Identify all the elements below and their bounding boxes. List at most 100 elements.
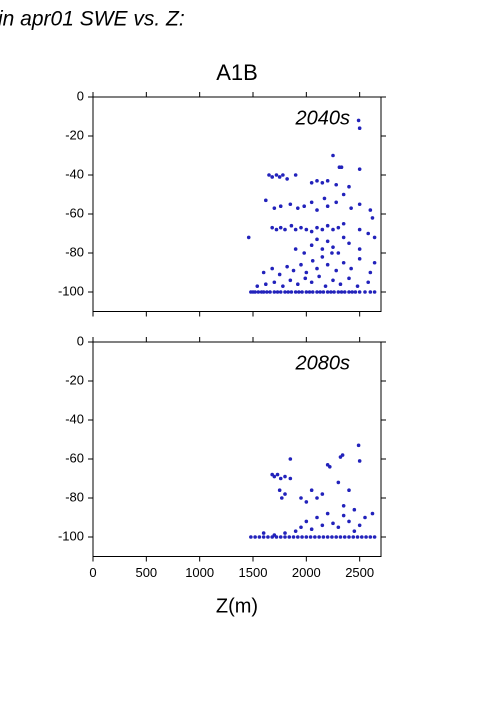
point (357, 126, 362, 130)
y-tick-label: -40 (65, 166, 84, 181)
annotation: 2080s (295, 352, 351, 374)
point (338, 282, 343, 287)
point (368, 208, 373, 212)
point (303, 276, 308, 281)
point (318, 290, 323, 294)
point (264, 282, 268, 287)
point (347, 535, 351, 539)
point (315, 179, 319, 183)
chart-title: A1B (216, 60, 258, 85)
point (357, 167, 362, 171)
point (368, 535, 373, 539)
point (272, 280, 277, 285)
point (283, 492, 287, 496)
point (302, 251, 307, 255)
point (313, 535, 317, 539)
point (315, 225, 319, 230)
point (325, 535, 330, 539)
point (325, 179, 330, 183)
point (357, 227, 362, 232)
point (368, 290, 373, 294)
point (363, 290, 367, 294)
point (320, 247, 325, 251)
point (309, 488, 314, 493)
point (320, 227, 325, 232)
point (286, 290, 291, 294)
point (310, 290, 315, 294)
point (334, 200, 339, 205)
y-tick-label: -80 (65, 489, 84, 504)
point (372, 290, 377, 294)
point (315, 515, 319, 520)
point (246, 235, 251, 240)
point (320, 523, 325, 528)
point (274, 227, 279, 232)
point (299, 525, 303, 530)
point (293, 227, 298, 232)
point (315, 208, 319, 212)
point (351, 535, 356, 539)
point (336, 480, 341, 485)
point (291, 268, 296, 273)
annotation: 2040s (295, 107, 351, 129)
point (255, 284, 260, 288)
point (272, 290, 277, 294)
y-tick-label: 0 (77, 88, 84, 103)
point (264, 198, 268, 203)
point (288, 457, 293, 461)
x-tick-label: 500 (135, 565, 157, 580)
point (347, 488, 351, 493)
point (325, 204, 330, 208)
point (355, 535, 360, 539)
point (334, 182, 339, 187)
point (347, 519, 351, 524)
point (304, 500, 309, 504)
point (277, 488, 282, 493)
point (253, 535, 257, 539)
point (309, 181, 314, 185)
y-tick-label: -80 (65, 244, 84, 259)
point (304, 290, 309, 294)
point (366, 280, 371, 285)
point (309, 527, 314, 531)
page-title: in apr01 SWE vs. Z: (0, 8, 185, 31)
point (321, 535, 326, 539)
y-tick-label: -40 (65, 411, 84, 426)
point (339, 290, 344, 294)
point (341, 504, 346, 508)
point (338, 535, 343, 539)
x-tick-label: 2500 (345, 565, 374, 580)
point (261, 535, 266, 539)
point (340, 453, 345, 457)
point (342, 535, 347, 539)
point (257, 535, 262, 539)
point (331, 521, 335, 526)
point (341, 192, 346, 197)
point (356, 118, 361, 123)
y-tick-label: 0 (77, 333, 84, 348)
point (342, 290, 347, 294)
point (321, 290, 326, 294)
point (283, 531, 287, 535)
point (347, 241, 351, 246)
point (325, 239, 330, 244)
point (320, 492, 325, 496)
point (334, 535, 339, 539)
x-tick-label: 1500 (239, 565, 268, 580)
point (341, 235, 346, 240)
point (363, 515, 367, 520)
point (328, 465, 332, 469)
point (291, 535, 296, 539)
point (289, 290, 294, 294)
point (347, 276, 351, 281)
point (302, 204, 307, 208)
y-tick-label: -20 (65, 127, 84, 142)
point (320, 181, 325, 185)
point (261, 270, 266, 275)
point (355, 284, 360, 288)
point (349, 266, 353, 271)
point (281, 173, 285, 177)
point (285, 264, 289, 269)
point (315, 496, 319, 500)
point (309, 229, 314, 234)
